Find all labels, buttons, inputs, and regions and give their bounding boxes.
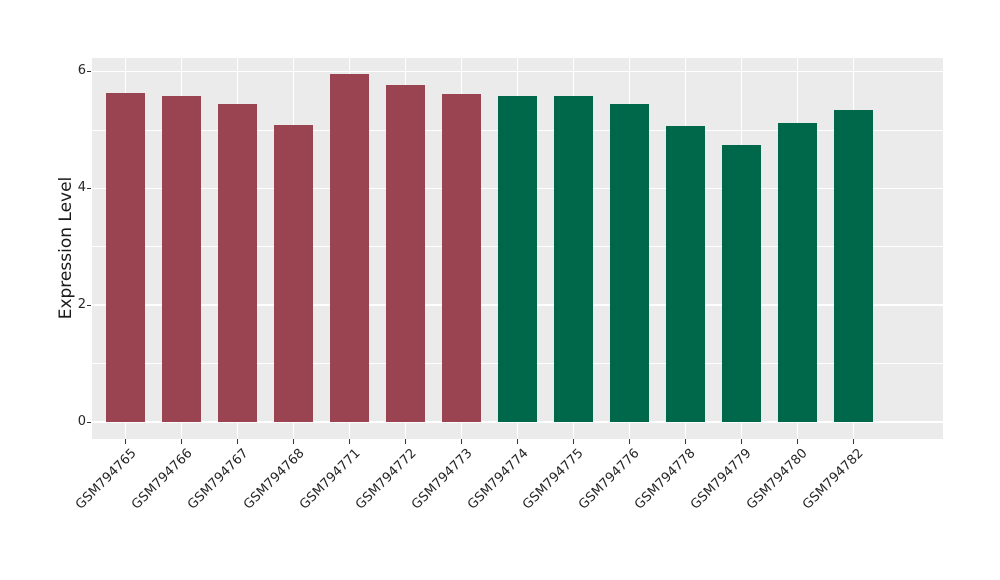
plot-panel xyxy=(92,58,943,439)
x-tick-mark-GSM794773 xyxy=(461,439,462,444)
bar-GSM794775 xyxy=(553,95,594,423)
x-tick-mark-GSM794782 xyxy=(852,439,854,444)
y-tick-label-2: 2 xyxy=(77,297,86,313)
x-tick-label-GSM794765: GSM794765 xyxy=(72,446,140,513)
y-tick-label-4: 4 xyxy=(77,180,86,196)
bar-GSM794776 xyxy=(609,103,650,423)
x-tick-mark-GSM794765 xyxy=(125,439,127,444)
bar-GSM794779 xyxy=(721,145,762,423)
x-tick-label-GSM794772: GSM794772 xyxy=(352,446,420,513)
x-tick-mark-GSM794771 xyxy=(349,439,351,444)
y-tick-mark-6 xyxy=(87,70,91,72)
x-tick-mark-GSM794776 xyxy=(628,439,630,444)
x-tick-label-GSM794768: GSM794768 xyxy=(240,446,308,513)
bar-GSM794780 xyxy=(777,122,818,423)
bar-GSM794771 xyxy=(329,73,370,423)
x-tick-mark-GSM794768 xyxy=(293,439,295,444)
x-tick-mark-GSM794772 xyxy=(405,439,407,444)
x-tick-mark-GSM794780 xyxy=(796,439,798,444)
y-tick-label-6: 6 xyxy=(77,63,86,79)
x-tick-mark-GSM794779 xyxy=(740,439,742,444)
y-tick-mark-2 xyxy=(87,304,91,306)
bar-GSM794778 xyxy=(665,126,706,423)
bar-GSM794782 xyxy=(833,110,873,423)
x-tick-mark-GSM794767 xyxy=(237,439,239,444)
x-tick-mark-GSM794766 xyxy=(181,439,183,444)
x-tick-label-GSM794767: GSM794767 xyxy=(184,446,252,513)
x-tick-mark-GSM794774 xyxy=(517,439,518,444)
x-tick-mark-GSM794775 xyxy=(572,439,574,444)
x-tick-mark-GSM794778 xyxy=(684,439,686,444)
x-tick-label-GSM794782: GSM794782 xyxy=(800,446,868,513)
bar-GSM794766 xyxy=(161,95,202,423)
x-tick-label-GSM794771: GSM794771 xyxy=(296,446,364,513)
bar-GSM794767 xyxy=(217,103,258,423)
y-tick-label-0: 0 xyxy=(77,414,86,430)
bar-GSM794772 xyxy=(385,84,426,423)
y-tick-mark-4 xyxy=(87,187,91,189)
x-tick-label-GSM794766: GSM794766 xyxy=(128,446,196,513)
y-tick-mark-0 xyxy=(87,421,91,423)
bar-GSM794768 xyxy=(273,125,314,423)
bar-GSM794765 xyxy=(105,93,146,423)
x-tick-label-GSM794773: GSM794773 xyxy=(408,446,476,513)
bar-GSM794774 xyxy=(497,95,538,423)
bar-GSM794773 xyxy=(441,94,482,423)
